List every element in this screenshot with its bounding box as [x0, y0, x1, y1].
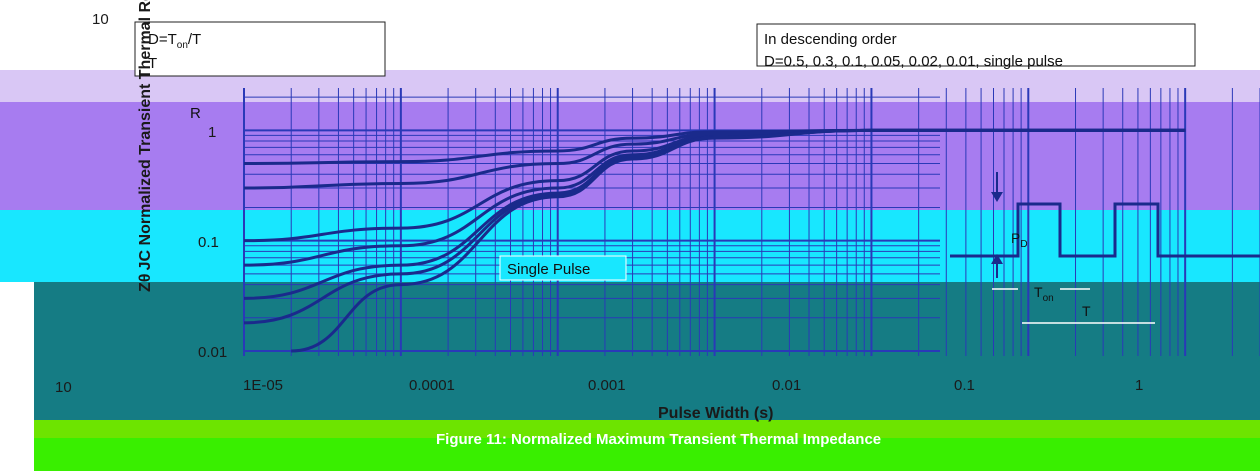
- plot-curves: [243, 128, 1186, 353]
- x-tick-label-10: 10: [55, 379, 72, 396]
- order-legend-line-2: D=0.5, 0.3, 0.1, 0.05, 0.02, 0.01, singl…: [764, 53, 1063, 70]
- formula-line-3: R: [190, 105, 201, 122]
- series-line-single-pulse: [291, 128, 1186, 353]
- single-pulse-label-frame: [499, 255, 627, 281]
- pulse-train-inset: [950, 172, 1260, 324]
- x-tick-label-1e-05: 1E-05: [243, 377, 283, 394]
- x-tick-label-1: 1: [1135, 377, 1143, 394]
- pd-arrow-up-head: [991, 254, 1003, 264]
- x-tick-label-0.01: 0.01: [772, 377, 801, 394]
- figure-caption: Figure 11: Normalized Maximum Transient …: [436, 431, 881, 448]
- y-axis-title: Zθ JC Normalized Transient Thermal Resis…: [137, 0, 154, 292]
- band-green: [34, 420, 1260, 438]
- x-tick-labels: 10 1E-05 0.0001 0.001 0.01 0.1 1: [55, 377, 1143, 396]
- order-legend-box: In descending order D=0.5, 0.3, 0.1, 0.0…: [756, 23, 1196, 70]
- x-tick-label-0.001: 0.001: [588, 377, 626, 394]
- y-tick-label-10: 10: [92, 11, 109, 28]
- formula-line-2: T: [148, 55, 157, 72]
- x-axis-title: Pulse Width (s): [658, 405, 773, 422]
- band-green-lower: [34, 438, 1260, 471]
- inset-t-label: T: [1082, 303, 1091, 319]
- single-pulse-label-box: Single Pulse: [499, 255, 627, 281]
- formula-box-frame: [134, 21, 386, 77]
- x-tick-label-0.0001: 0.0001: [409, 377, 455, 394]
- formula-box: D=Ton/T T R: [134, 21, 386, 122]
- pd-arrow-down-head: [991, 192, 1003, 202]
- pulse-waveform: [950, 202, 1260, 258]
- order-legend-line-1: In descending order: [764, 31, 897, 48]
- y-tick-label-0.01: 0.01: [198, 344, 227, 361]
- order-legend-frame: [756, 23, 1196, 67]
- x-tick-label-0.1: 0.1: [954, 377, 975, 394]
- y-tick-label-1: 1: [208, 124, 216, 141]
- inset-pd-label: PD: [1011, 230, 1028, 250]
- y-tick-labels: 10 1 0.1 0.01: [92, 11, 227, 361]
- formula-line-1: D=Ton/T: [148, 31, 201, 51]
- single-pulse-label: Single Pulse: [507, 261, 590, 278]
- y-tick-label-0.1: 0.1: [198, 234, 219, 251]
- inset-ton-label: Ton: [1034, 284, 1054, 304]
